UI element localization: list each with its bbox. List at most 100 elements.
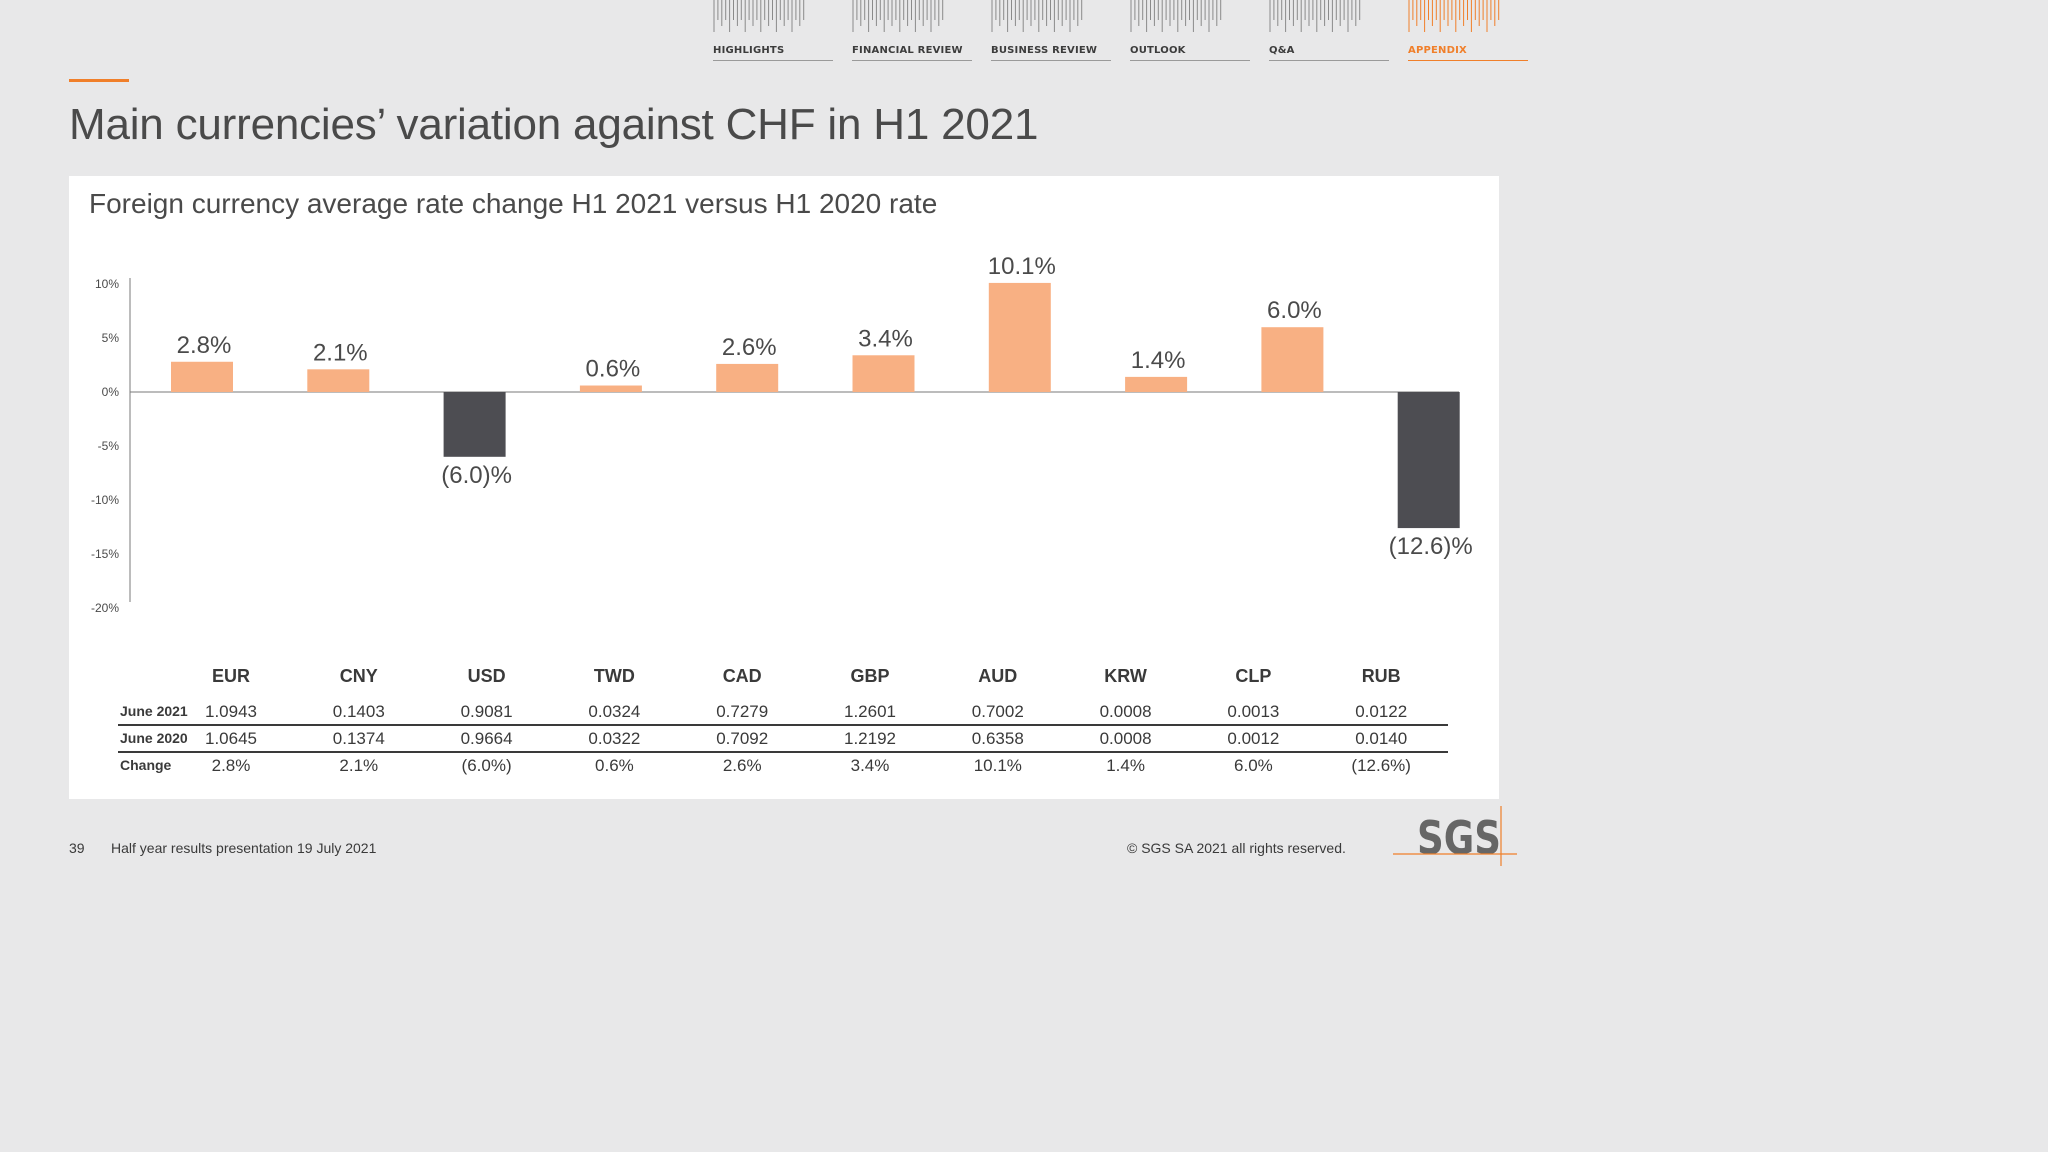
table-cell: 0.7092 bbox=[716, 729, 769, 748]
y-tick-label: 0% bbox=[102, 385, 120, 399]
table-cell: 0.0008 bbox=[1099, 729, 1152, 748]
bar-eur bbox=[171, 361, 233, 392]
y-tick-label: -15% bbox=[91, 547, 119, 561]
barcode-icon bbox=[1130, 0, 1222, 32]
y-tick-label: -5% bbox=[98, 439, 120, 453]
bar-gbp bbox=[852, 355, 915, 392]
table-cell: 0.1403 bbox=[332, 702, 385, 721]
data-label: 2.1% bbox=[313, 339, 368, 366]
table-cell: 10.1% bbox=[973, 756, 1022, 775]
title-accent-line bbox=[69, 79, 129, 82]
table-cell: 0.0122 bbox=[1355, 702, 1408, 721]
nav-underline bbox=[1130, 60, 1250, 61]
table-cell: 3.4% bbox=[850, 756, 890, 775]
table-row: June 2021 1.0943 0.1403 0.9081 0.0324 0.7279 1… bbox=[118, 698, 1448, 724]
table-cell: 0.0140 bbox=[1355, 729, 1408, 748]
bar-rub bbox=[1397, 392, 1460, 529]
barcode-icon bbox=[1408, 0, 1500, 32]
page-title: Main currencies’ variation against CHF i… bbox=[69, 100, 1039, 149]
bar-aud bbox=[988, 282, 1051, 392]
top-navigation: HIGHLIGHTS FINANCIAL REVIEW BUSINESS REV… bbox=[713, 0, 1528, 64]
table-cell: (12.6%) bbox=[1351, 756, 1411, 775]
table-cell: 1.0645 bbox=[205, 729, 257, 748]
nav-underline bbox=[1269, 60, 1389, 61]
nav-tab-outlook[interactable]: OUTLOOK bbox=[1130, 0, 1250, 64]
chart-panel: Foreign currency average rate change H1 … bbox=[69, 176, 1499, 799]
chart-title: Foreign currency average rate change H1 … bbox=[89, 188, 938, 219]
data-label: (12.6)% bbox=[1389, 533, 1473, 560]
table-cell: 0.9081 bbox=[460, 702, 513, 721]
table-cell: 2.6% bbox=[722, 756, 762, 775]
bar-cny bbox=[307, 369, 370, 392]
chart-bars-group: 2.8% 2.1% (6.0)% 0.6% 2.6% 3.4% 10.1% 1.4% 6.0% (… bbox=[171, 253, 1473, 560]
table-row: Change 2.8% 2.1% (6.0%) 0.6% 2.6% 3.4% 10.1% 1.4… bbox=[118, 752, 1448, 778]
table-header: EUR CNY USD TWD CAD GBP AUD KRW CLP RUB bbox=[118, 666, 1448, 692]
data-label: 6.0% bbox=[1267, 297, 1322, 324]
table-cell: 6.0% bbox=[1234, 756, 1273, 775]
nav-tab-appendix[interactable]: APPENDIX bbox=[1408, 0, 1528, 64]
bar-usd bbox=[443, 392, 506, 457]
barcode-icon bbox=[1269, 0, 1361, 32]
table-column-header: KRW bbox=[1104, 666, 1147, 686]
bar-chart: 10% 5% 0% -5% -10% -15% -20% 2.8% 2.1% (6.0)% 0.6… bbox=[91, 253, 1473, 615]
nav-tab-business-review[interactable]: BUSINESS REVIEW bbox=[991, 0, 1111, 64]
y-tick-label: 10% bbox=[95, 277, 119, 291]
table-column-header: CNY bbox=[339, 666, 378, 686]
barcode-icon bbox=[713, 0, 805, 32]
row-label: Change bbox=[120, 757, 172, 773]
nav-tab-label: APPENDIX bbox=[1408, 45, 1467, 56]
table-column-header: AUD bbox=[978, 666, 1018, 686]
nav-underline bbox=[1408, 60, 1528, 61]
table-cell: 0.0012 bbox=[1227, 729, 1280, 748]
row-label: June 2021 bbox=[120, 703, 188, 719]
row-separator bbox=[118, 724, 1448, 726]
table-column-header: EUR bbox=[211, 666, 250, 686]
table-column-header: TWD bbox=[593, 666, 635, 686]
table-cell: 0.7002 bbox=[971, 702, 1024, 721]
table-cell: 0.6358 bbox=[971, 729, 1024, 748]
nav-underline bbox=[713, 60, 833, 61]
data-label: 10.1% bbox=[988, 253, 1056, 280]
table-cell: 1.2601 bbox=[844, 702, 896, 721]
y-tick-label: 5% bbox=[102, 331, 120, 345]
page-number: 39 bbox=[69, 840, 85, 856]
chart-axis-group: 10% 5% 0% -5% -10% -15% -20% bbox=[91, 277, 1459, 615]
nav-tab-highlights[interactable]: HIGHLIGHTS bbox=[713, 0, 833, 64]
table-cell: 2.1% bbox=[339, 756, 379, 775]
nav-tab-label: BUSINESS REVIEW bbox=[991, 45, 1098, 56]
data-label: 2.6% bbox=[722, 334, 777, 361]
data-label: (6.0)% bbox=[441, 462, 512, 489]
nav-tab-qa[interactable]: Q&A bbox=[1269, 0, 1389, 64]
copyright-text: © SGS SA 2021 all rights reserved. bbox=[1127, 840, 1346, 856]
bar-krw bbox=[1125, 376, 1188, 392]
y-tick-label: -20% bbox=[91, 601, 119, 615]
bar-twd bbox=[579, 385, 642, 392]
nav-tab-label: FINANCIAL REVIEW bbox=[852, 45, 963, 56]
nav-tab-financial-review[interactable]: FINANCIAL REVIEW bbox=[852, 0, 972, 64]
row-separator bbox=[118, 751, 1448, 753]
table-cell: 0.0008 bbox=[1099, 702, 1152, 721]
table-row: June 2020 1.0645 0.1374 0.9664 0.0322 0.7092 1… bbox=[118, 725, 1448, 751]
table-cell: 0.7279 bbox=[716, 702, 769, 721]
bar-cad bbox=[716, 363, 779, 392]
table-cell: 1.0943 bbox=[205, 702, 257, 721]
table-cell: 0.1374 bbox=[332, 729, 385, 748]
data-label: 0.6% bbox=[586, 356, 641, 383]
table-cell: 2.8% bbox=[211, 756, 251, 775]
table-cell: 1.2192 bbox=[844, 729, 896, 748]
sgs-logo-text: SGS bbox=[1417, 811, 1501, 865]
table-cell: (6.0%) bbox=[461, 756, 512, 775]
data-label: 3.4% bbox=[858, 325, 913, 352]
footer-text: Half year results presentation 19 July 2… bbox=[111, 840, 377, 856]
nav-underline bbox=[991, 60, 1111, 61]
barcode-icon bbox=[852, 0, 944, 32]
table-cell: 0.0324 bbox=[588, 702, 641, 721]
data-label: 1.4% bbox=[1131, 347, 1186, 374]
nav-tab-label: OUTLOOK bbox=[1130, 45, 1186, 56]
table-column-header: CAD bbox=[722, 666, 762, 686]
barcode-icon bbox=[991, 0, 1083, 32]
table-column-header: USD bbox=[467, 666, 506, 686]
row-label: June 2020 bbox=[120, 730, 188, 746]
table-cell: 0.9664 bbox=[460, 729, 513, 748]
sgs-logo: SGS bbox=[1393, 806, 1517, 866]
